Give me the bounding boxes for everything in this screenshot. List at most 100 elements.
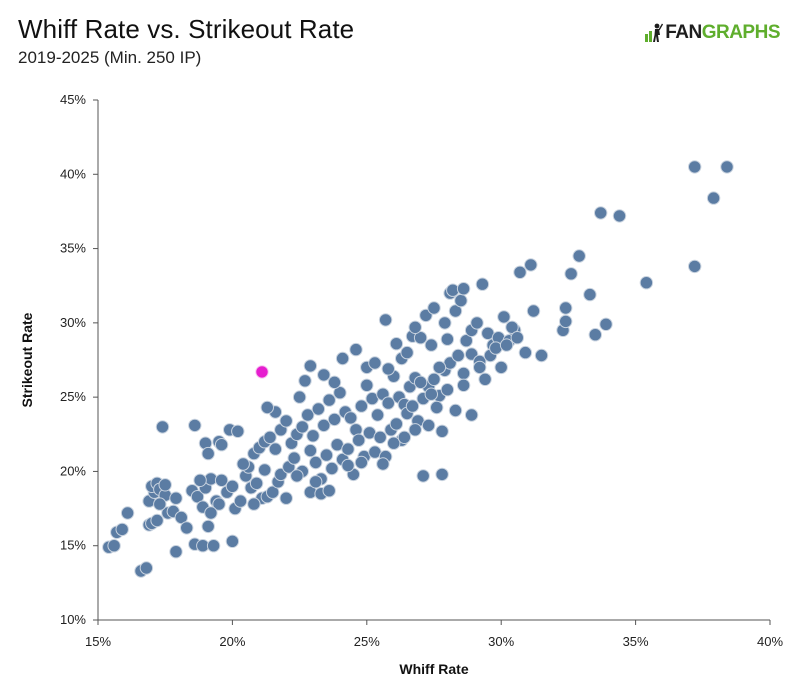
data-point[interactable]: [180, 521, 194, 535]
data-point[interactable]: [327, 375, 342, 389]
data-point[interactable]: [706, 191, 721, 205]
data-point[interactable]: [225, 479, 240, 493]
data-point[interactable]: [448, 304, 463, 318]
data-point[interactable]: [473, 360, 487, 375]
data-point[interactable]: [247, 497, 261, 511]
data-point[interactable]: [190, 490, 205, 504]
data-point[interactable]: [464, 408, 479, 422]
data-point[interactable]: [301, 408, 315, 422]
data-point[interactable]: [188, 418, 202, 433]
data-point[interactable]: [397, 430, 412, 444]
data-point[interactable]: [376, 457, 390, 471]
data-point[interactable]: [169, 491, 183, 505]
data-point[interactable]: [424, 338, 438, 352]
data-point[interactable]: [201, 446, 215, 461]
data-point[interactable]: [279, 491, 293, 505]
data-point[interactable]: [333, 386, 347, 400]
data-point[interactable]: [263, 430, 277, 444]
fangraphs-logo[interactable]: FANGRAPHS: [645, 22, 781, 44]
data-point[interactable]: [389, 337, 404, 351]
data-point[interactable]: [408, 423, 422, 437]
data-point[interactable]: [438, 316, 452, 330]
data-point[interactable]: [639, 276, 654, 290]
data-point[interactable]: [120, 506, 135, 520]
data-point[interactable]: [258, 463, 272, 477]
data-point[interactable]: [720, 160, 734, 174]
data-point[interactable]: [204, 506, 218, 520]
data-point[interactable]: [174, 510, 189, 525]
data-point[interactable]: [440, 383, 455, 397]
data-point[interactable]: [335, 351, 350, 366]
data-point[interactable]: [378, 313, 393, 327]
data-point[interactable]: [405, 399, 420, 413]
data-point[interactable]: [494, 360, 508, 375]
data-point[interactable]: [524, 258, 538, 272]
data-point[interactable]: [599, 317, 613, 331]
data-point[interactable]: [594, 206, 608, 220]
data-point[interactable]: [389, 417, 404, 431]
data-point[interactable]: [583, 287, 597, 302]
data-point[interactable]: [352, 433, 366, 447]
data-point[interactable]: [303, 443, 318, 458]
data-point[interactable]: [572, 249, 586, 263]
data-point[interactable]: [354, 455, 369, 470]
data-point[interactable]: [317, 418, 331, 433]
data-point[interactable]: [416, 469, 430, 483]
data-point[interactable]: [354, 399, 369, 413]
data-point[interactable]: [266, 485, 280, 499]
data-point[interactable]: [169, 545, 183, 559]
data-point[interactable]: [341, 458, 355, 473]
data-point[interactable]: [688, 259, 702, 274]
data-point[interactable]: [588, 328, 602, 342]
data-point[interactable]: [368, 356, 382, 370]
data-point[interactable]: [287, 451, 301, 465]
data-point[interactable]: [206, 539, 221, 553]
data-point[interactable]: [413, 375, 428, 389]
data-point[interactable]: [559, 314, 573, 329]
data-point[interactable]: [427, 372, 441, 386]
data-point[interactable]: [424, 387, 438, 401]
data-point[interactable]: [432, 360, 447, 375]
data-point[interactable]: [309, 475, 323, 489]
data-point[interactable]: [499, 338, 514, 352]
data-point[interactable]: [341, 442, 355, 456]
data-point[interactable]: [456, 366, 471, 381]
data-point[interactable]: [475, 277, 490, 291]
data-point[interactable]: [249, 476, 264, 490]
data-point[interactable]: [513, 265, 527, 279]
data-point[interactable]: [298, 374, 312, 388]
data-point[interactable]: [158, 478, 172, 492]
data-point[interactable]: [344, 411, 358, 425]
data-point[interactable]: [309, 455, 323, 470]
data-point[interactable]: [214, 473, 229, 487]
data-point[interactable]: [456, 378, 471, 392]
data-point[interactable]: [193, 473, 207, 487]
data-point[interactable]: [370, 408, 385, 422]
data-point[interactable]: [201, 519, 215, 534]
data-point[interactable]: [311, 402, 326, 416]
data-point[interactable]: [268, 442, 283, 456]
data-point[interactable]: [303, 359, 318, 373]
data-point[interactable]: [497, 310, 511, 324]
data-point[interactable]: [139, 561, 154, 575]
data-point[interactable]: [564, 267, 578, 281]
data-point[interactable]: [413, 331, 428, 345]
data-point[interactable]: [459, 334, 473, 348]
data-point[interactable]: [387, 436, 401, 450]
data-point[interactable]: [292, 390, 307, 404]
data-point[interactable]: [381, 362, 395, 376]
data-point[interactable]: [451, 348, 465, 363]
data-point[interactable]: [435, 467, 449, 482]
data-point[interactable]: [107, 539, 121, 553]
data-point[interactable]: [559, 301, 573, 315]
data-point[interactable]: [214, 438, 229, 452]
data-point[interactable]: [225, 534, 240, 548]
data-point[interactable]: [317, 368, 331, 382]
data-point[interactable]: [505, 320, 519, 334]
data-point[interactable]: [448, 403, 463, 418]
data-point[interactable]: [373, 430, 387, 444]
data-point[interactable]: [454, 293, 468, 308]
highlighted-data-point[interactable]: [255, 365, 269, 379]
data-point[interactable]: [456, 282, 471, 296]
data-point[interactable]: [688, 160, 702, 174]
